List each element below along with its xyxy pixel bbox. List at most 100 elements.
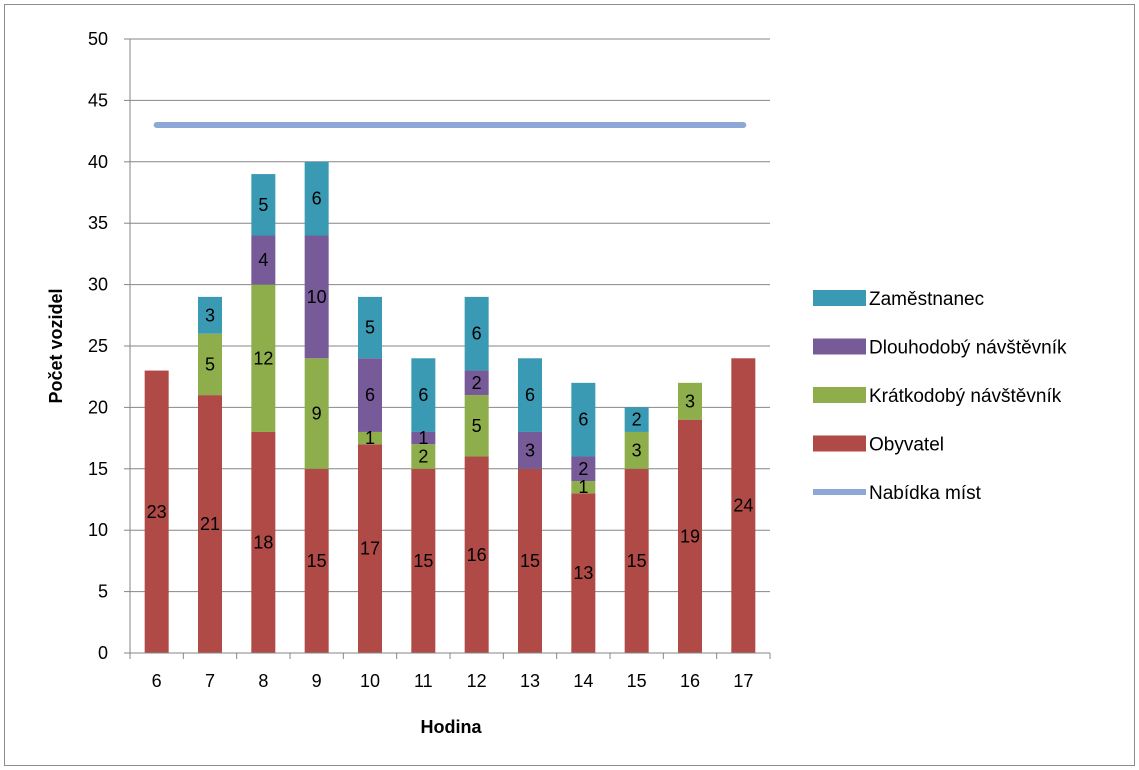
y-tick-label: 0 [98,643,108,663]
bar-segment [251,284,276,432]
data-label: 10 [307,287,327,307]
data-label: 17 [360,539,380,559]
x-tick-label: 16 [680,671,700,691]
bar-segment [198,333,222,396]
data-label: 15 [627,551,647,571]
bar-segment [518,431,542,469]
y-tick-label: 40 [88,152,108,172]
data-label: 3 [632,440,642,460]
data-label: 2 [632,410,642,430]
data-label: 18 [253,532,273,552]
bar-segment [304,468,329,653]
data-label: 6 [418,385,428,405]
bar-segment [464,296,489,371]
bar-segment [358,296,382,359]
bar-segment [251,431,276,653]
bar-segment [464,456,489,653]
bar-segment [358,431,382,445]
bar-segment [304,235,329,359]
data-label: 5 [365,318,375,338]
bar-segment [411,468,436,653]
data-label: 24 [733,496,753,516]
bar-segment [518,468,542,653]
legend-label: Zaměstnanec [869,289,984,310]
x-tick-label: 17 [733,671,753,691]
bar-segment [198,395,222,653]
y-tick-label: 5 [98,582,108,602]
data-label: 15 [307,551,327,571]
data-label: 19 [680,526,700,546]
data-label: 9 [312,404,322,424]
bar-segment [731,358,756,653]
bar-segment [198,296,222,334]
x-tick-label: 6 [152,671,162,691]
bar-segment [464,370,489,396]
data-label: 16 [467,545,487,565]
legend-swatch [813,290,866,306]
data-label: 12 [253,348,273,368]
bar-segment [251,174,276,236]
bar-segment [571,493,596,653]
bar-segment [624,468,649,653]
x-tick-label: 13 [520,671,540,691]
data-label: 1 [578,477,588,497]
x-tick-label: 7 [205,671,215,691]
x-tick-label: 11 [414,671,433,691]
data-label: 23 [147,502,167,522]
bar-segment [304,161,329,236]
gridlines [130,38,770,593]
data-labels: 2321531812451591061716515216165261536131… [147,189,754,584]
y-tick-label: 15 [88,459,108,479]
data-label: 5 [472,416,482,436]
data-label: 2 [418,447,428,467]
legend-swatch [813,338,866,355]
legend-label: Krátkodobý návštěvník [869,386,1062,407]
bar-segment [518,358,542,432]
y-tick-label: 35 [88,213,108,233]
bar-segment [571,382,596,457]
data-label: 13 [573,563,593,583]
bar-series [144,161,756,653]
x-tick-label: 14 [573,671,593,691]
y-tick-label: 50 [88,29,108,49]
data-label: 4 [258,250,268,270]
x-tick-label: 8 [258,671,268,691]
legend-swatch [813,435,866,452]
data-label: 1 [365,428,375,448]
data-label: 6 [578,410,588,430]
legend-label: Dlouhodobý návštěvník [869,338,1067,359]
chart-frame [4,4,1135,766]
data-label: 15 [520,551,540,571]
bar-segment [358,444,382,653]
y-axis-title: Počet vozidel [46,288,66,403]
data-label: 2 [578,459,588,479]
bar-segment [411,444,436,469]
data-label: 15 [413,551,433,571]
legend-swatch [813,387,866,403]
y-tick-label: 25 [88,336,108,356]
data-label: 3 [525,440,535,460]
bar-segment [571,456,596,482]
bar-segment [571,481,596,494]
y-tick-label: 45 [88,90,108,110]
legend-label: Obyvatel [869,435,944,456]
data-label: 3 [685,391,695,411]
x-tick-label: 9 [312,671,322,691]
bar-segment [678,419,702,653]
bar-segment [624,431,649,469]
x-tick-label: 15 [627,671,647,691]
bar-segment [678,382,702,420]
data-label: 2 [472,373,482,393]
legend-label: Nabídka míst [869,483,982,504]
bar-segment [304,358,329,469]
bar-segment [464,395,489,457]
x-tick-label: 10 [360,671,380,691]
data-label: 21 [200,514,220,534]
bar-segment [358,358,382,432]
y-tick-label: 10 [88,520,108,540]
y-tick-label: 20 [88,397,108,417]
bar-segment [144,370,169,653]
data-label: 6 [312,189,322,209]
